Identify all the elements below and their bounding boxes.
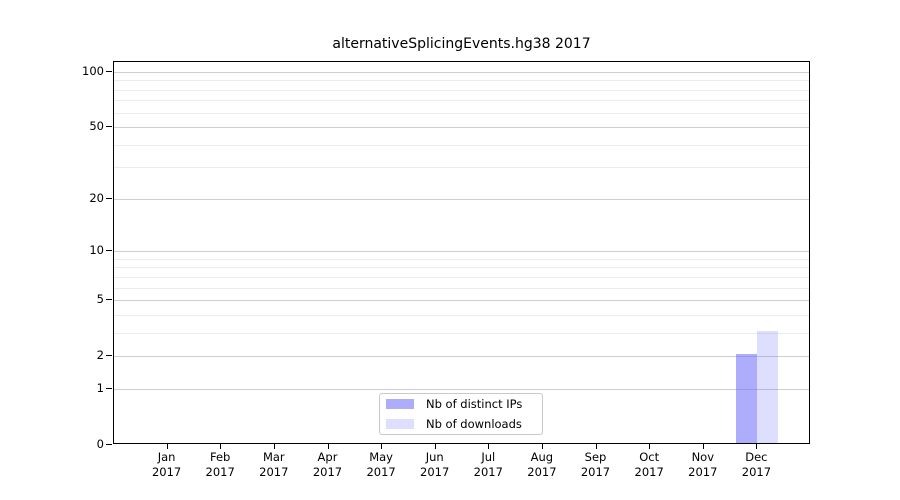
y-tick-label: 5 — [96, 292, 104, 307]
legend-label-distinct-ips: Nb of distinct IPs — [426, 397, 523, 411]
x-tick-month: Jul — [481, 450, 496, 464]
x-tick-month: Mar — [262, 450, 285, 464]
legend: Nb of distinct IPs Nb of downloads — [379, 393, 543, 435]
x-tick-mark — [220, 444, 222, 449]
x-tick-month: Feb — [210, 450, 231, 464]
y-tick-label: 20 — [89, 190, 104, 205]
bar-distinct-ips-dec-2017 — [736, 354, 758, 443]
minor-gridline — [114, 267, 809, 269]
x-tick-label: Jul 2017 — [456, 450, 520, 480]
minor-gridline — [114, 276, 809, 278]
x-tick-year: 2017 — [688, 465, 718, 479]
minor-gridline — [114, 112, 809, 114]
plot-area: Nb of distinct IPs Nb of downloads — [113, 61, 810, 444]
legend-swatch-distinct-ips — [386, 399, 414, 409]
major-gridline — [114, 198, 809, 200]
x-tick-label: Dec 2017 — [724, 450, 788, 480]
x-tick-label: Nov 2017 — [671, 450, 735, 480]
minor-gridline — [114, 167, 809, 169]
legend-item-distinct-ips: Nb of distinct IPs — [380, 394, 542, 414]
x-tick-label: Oct 2017 — [617, 450, 681, 480]
x-tick-mark — [488, 444, 490, 449]
y-tick-mark — [106, 444, 112, 445]
major-gridline — [114, 71, 809, 73]
minor-gridline — [114, 287, 809, 289]
y-tick-label: 1 — [96, 380, 104, 395]
y-tick-mark — [106, 197, 112, 199]
x-tick-month: Jan — [157, 450, 176, 464]
x-tick-mark — [327, 444, 329, 449]
x-tick-year: 2017 — [205, 465, 235, 479]
x-tick-label: Jun 2017 — [403, 450, 467, 480]
x-tick-year: 2017 — [259, 465, 289, 479]
y-tick-label: 10 — [89, 243, 104, 258]
major-gridline — [114, 356, 809, 358]
x-tick-label: Apr 2017 — [296, 450, 360, 480]
x-tick-year: 2017 — [420, 465, 450, 479]
x-tick-label: May 2017 — [349, 450, 413, 480]
x-tick-year: 2017 — [312, 465, 343, 479]
minor-gridline — [114, 100, 809, 102]
minor-gridline — [114, 80, 809, 82]
major-gridline — [114, 388, 809, 390]
x-tick-year: 2017 — [527, 465, 557, 479]
minor-gridline — [114, 314, 809, 316]
minor-gridline — [114, 332, 809, 334]
x-tick-year: 2017 — [473, 465, 503, 479]
x-tick-year: 2017 — [366, 465, 396, 479]
y-tick-mark — [106, 355, 112, 357]
x-tick-year: 2017 — [580, 465, 611, 479]
x-tick-label: Jan 2017 — [135, 450, 199, 480]
x-tick-label: Feb 2017 — [188, 450, 252, 480]
x-tick-month: Sep — [584, 450, 607, 464]
x-tick-label: Aug 2017 — [510, 450, 574, 480]
x-tick-mark — [166, 444, 168, 449]
x-tick-mark — [381, 444, 383, 449]
x-tick-month: Dec — [745, 450, 768, 464]
y-tick-mark — [106, 70, 112, 72]
y-tick-label: 2 — [96, 348, 104, 363]
x-tick-month: May — [369, 450, 393, 464]
x-tick-label: Mar 2017 — [242, 450, 306, 480]
x-tick-label: Sep 2017 — [564, 450, 628, 480]
major-gridline — [114, 127, 809, 128]
x-tick-mark — [541, 444, 543, 449]
chart-title: alternativeSplicingEvents.hg38 2017 — [332, 36, 591, 52]
x-tick-mark — [595, 444, 597, 449]
x-tick-year: 2017 — [741, 465, 772, 479]
x-tick-month: Jun — [425, 450, 444, 464]
y-tick-label: 50 — [89, 119, 104, 133]
y-tick-mark — [106, 299, 112, 301]
x-tick-mark — [756, 444, 758, 449]
x-tick-month: Aug — [530, 450, 554, 464]
gridlines — [114, 62, 809, 443]
y-tick-label: 100 — [82, 63, 104, 78]
y-tick-mark — [106, 387, 112, 389]
x-tick-mark — [649, 444, 651, 449]
legend-swatch-downloads — [386, 419, 414, 429]
x-tick-year: 2017 — [634, 465, 664, 479]
major-gridline — [114, 300, 809, 302]
minor-gridline — [114, 258, 809, 260]
bar-downloads-dec-2017 — [757, 330, 779, 443]
x-tick-year: 2017 — [151, 465, 182, 479]
x-tick-month: Apr — [317, 450, 338, 464]
y-tick-mark — [106, 126, 112, 127]
x-tick-month: Oct — [639, 450, 660, 464]
x-tick-month: Nov — [691, 450, 715, 464]
x-tick-mark — [434, 444, 436, 449]
y-tick-label: 0 — [96, 437, 104, 451]
major-gridline — [114, 251, 809, 253]
x-tick-mark — [702, 444, 704, 449]
x-tick-mark — [273, 444, 275, 449]
minor-gridline — [114, 144, 809, 146]
bars — [114, 62, 809, 443]
minor-gridline — [114, 89, 809, 91]
y-tick-mark — [106, 250, 112, 252]
legend-label-downloads: Nb of downloads — [426, 417, 522, 431]
legend-item-downloads: Nb of downloads — [380, 414, 542, 434]
